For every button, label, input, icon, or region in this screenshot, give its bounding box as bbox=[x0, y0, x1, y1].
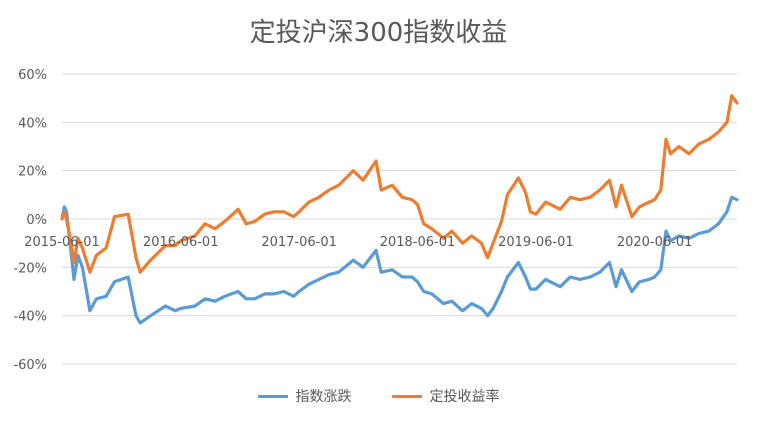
x-tick-label: 2019-06-01 bbox=[498, 235, 574, 250]
y-tick-label: -20% bbox=[13, 261, 47, 276]
y-tick-label: -40% bbox=[13, 310, 47, 325]
legend: 指数涨跌 定投收益率 bbox=[0, 386, 757, 406]
y-tick-label: 0% bbox=[26, 213, 47, 228]
legend-swatch-dca-return bbox=[391, 394, 422, 398]
y-tick-label: 20% bbox=[18, 165, 47, 180]
x-tick-label: 2016-06-01 bbox=[143, 235, 219, 250]
y-tick-label: -60% bbox=[13, 358, 47, 373]
series-line-index-change bbox=[60, 195, 739, 325]
y-tick-label: 60% bbox=[18, 68, 47, 83]
x-tick-label: 2015-06-01 bbox=[24, 235, 100, 250]
x-tick-label: 2020-06-01 bbox=[617, 235, 693, 250]
x-tick-label: 2018-06-01 bbox=[380, 235, 456, 250]
gridlines bbox=[62, 73, 737, 365]
legend-label-index-change: 指数涨跌 bbox=[295, 389, 352, 405]
legend-label-dca-return: 定投收益率 bbox=[429, 389, 500, 405]
y-tick-label: 40% bbox=[18, 116, 47, 131]
legend-item-dca-return[interactable]: 定投收益率 bbox=[391, 386, 500, 406]
legend-swatch-index-change bbox=[257, 394, 288, 398]
series-lines bbox=[60, 94, 739, 325]
x-axis-labels: 2015-06-01 2016-06-01 2017-06-01 2018-06-01… bbox=[24, 235, 692, 250]
series-line-dca-return bbox=[60, 94, 739, 274]
y-axis-labels: 60% 40% 20% 0% -20% -40% -60% bbox=[13, 68, 47, 373]
chart-title: 定投沪深300指数收益 bbox=[249, 18, 508, 48]
x-tick-label: 2017-06-01 bbox=[261, 235, 337, 250]
legend-item-index-change[interactable]: 指数涨跌 bbox=[257, 386, 352, 406]
